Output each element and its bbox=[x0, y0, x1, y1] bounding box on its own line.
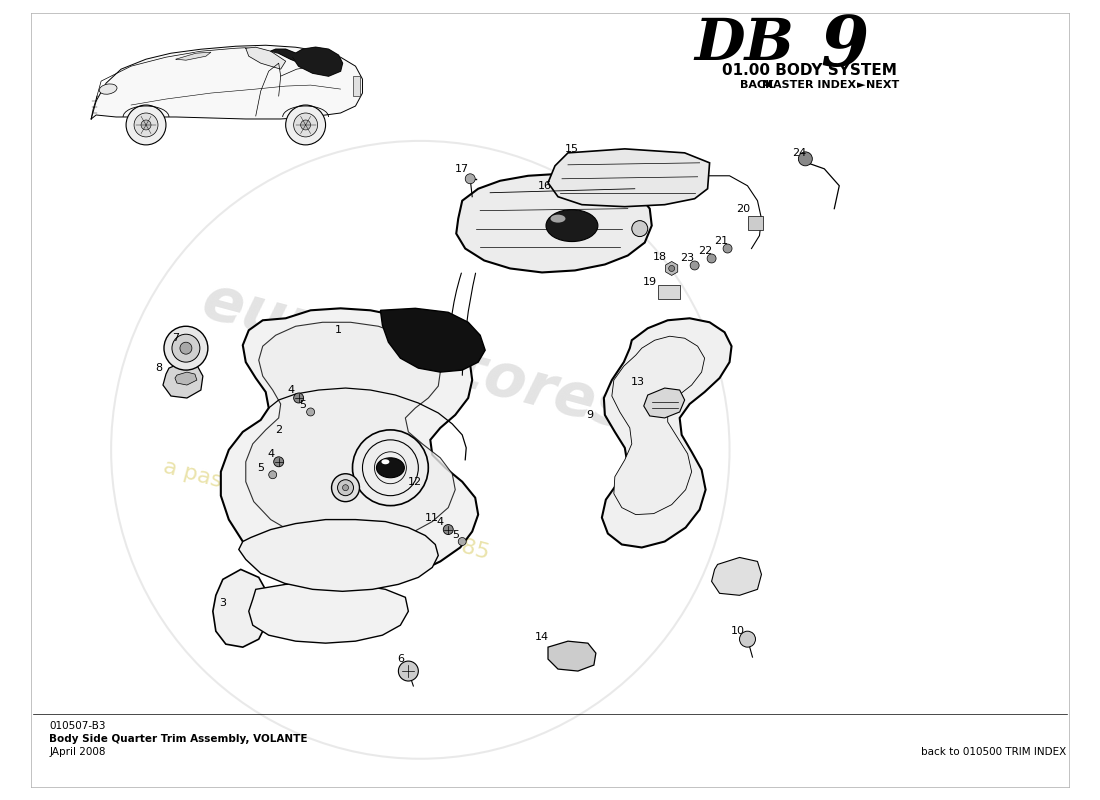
Text: 12: 12 bbox=[408, 477, 422, 486]
Bar bbox=[352, 76, 361, 96]
Circle shape bbox=[443, 525, 453, 534]
Circle shape bbox=[294, 393, 304, 403]
Text: 17: 17 bbox=[455, 164, 470, 174]
Circle shape bbox=[126, 105, 166, 145]
Circle shape bbox=[631, 221, 648, 237]
Text: back to 010500 TRIM INDEX: back to 010500 TRIM INDEX bbox=[922, 746, 1067, 757]
Polygon shape bbox=[612, 336, 705, 514]
Polygon shape bbox=[239, 519, 438, 591]
Polygon shape bbox=[456, 174, 651, 273]
Text: 1: 1 bbox=[336, 326, 342, 335]
Text: 5: 5 bbox=[299, 400, 306, 410]
Text: DB: DB bbox=[694, 16, 794, 73]
Text: 15: 15 bbox=[565, 144, 579, 154]
Text: 10: 10 bbox=[730, 626, 745, 636]
Text: 6: 6 bbox=[397, 654, 404, 664]
Circle shape bbox=[723, 244, 732, 253]
Ellipse shape bbox=[550, 214, 565, 222]
Text: BACK: BACK bbox=[739, 80, 773, 90]
Circle shape bbox=[459, 538, 466, 546]
Text: 3: 3 bbox=[219, 598, 227, 608]
Text: a passion for parts since 1985: a passion for parts since 1985 bbox=[161, 457, 492, 563]
Circle shape bbox=[274, 457, 284, 466]
Circle shape bbox=[465, 174, 475, 184]
Circle shape bbox=[707, 254, 716, 263]
Polygon shape bbox=[175, 372, 197, 385]
Circle shape bbox=[268, 470, 277, 478]
Circle shape bbox=[141, 120, 151, 130]
Circle shape bbox=[331, 474, 360, 502]
Polygon shape bbox=[271, 50, 303, 63]
Text: 9: 9 bbox=[821, 14, 868, 81]
Text: ►: ► bbox=[857, 80, 866, 90]
Polygon shape bbox=[245, 322, 455, 545]
Text: 01.00 BODY SYSTEM: 01.00 BODY SYSTEM bbox=[722, 63, 896, 78]
Circle shape bbox=[342, 485, 349, 490]
Text: Body Side Quarter Trim Assembly, VOLANTE: Body Side Quarter Trim Assembly, VOLANTE bbox=[50, 734, 308, 744]
Polygon shape bbox=[176, 52, 211, 60]
Circle shape bbox=[134, 113, 158, 137]
Text: 9: 9 bbox=[586, 410, 594, 420]
Circle shape bbox=[338, 480, 353, 496]
Polygon shape bbox=[712, 558, 761, 595]
Ellipse shape bbox=[382, 459, 389, 464]
Ellipse shape bbox=[546, 210, 598, 242]
Circle shape bbox=[398, 661, 418, 681]
Text: 4: 4 bbox=[437, 517, 443, 526]
Text: 13: 13 bbox=[630, 377, 645, 387]
Text: 14: 14 bbox=[535, 632, 549, 642]
Text: 23: 23 bbox=[681, 254, 695, 263]
Text: 7: 7 bbox=[173, 334, 179, 343]
Circle shape bbox=[669, 266, 674, 271]
Text: 21: 21 bbox=[715, 235, 728, 246]
Text: MASTER INDEX: MASTER INDEX bbox=[762, 80, 857, 90]
Circle shape bbox=[164, 326, 208, 370]
Polygon shape bbox=[548, 149, 710, 206]
Circle shape bbox=[286, 105, 326, 145]
Circle shape bbox=[180, 342, 191, 354]
Text: 8: 8 bbox=[155, 363, 163, 373]
Polygon shape bbox=[245, 47, 286, 69]
Polygon shape bbox=[381, 308, 485, 372]
Text: euromotores: euromotores bbox=[196, 271, 638, 443]
Polygon shape bbox=[91, 46, 363, 119]
Text: 22: 22 bbox=[698, 246, 713, 255]
Polygon shape bbox=[644, 388, 684, 418]
Text: 18: 18 bbox=[652, 251, 667, 262]
Circle shape bbox=[690, 261, 700, 270]
Text: 11: 11 bbox=[426, 513, 439, 522]
Circle shape bbox=[799, 152, 812, 166]
Text: JApril 2008: JApril 2008 bbox=[50, 746, 106, 757]
Polygon shape bbox=[293, 47, 342, 76]
Polygon shape bbox=[249, 583, 408, 643]
Circle shape bbox=[307, 408, 315, 416]
Text: 5: 5 bbox=[452, 530, 459, 539]
Bar bbox=[658, 286, 680, 299]
Polygon shape bbox=[213, 570, 268, 647]
Text: 24: 24 bbox=[792, 148, 806, 158]
Circle shape bbox=[739, 631, 756, 647]
Text: ◄: ◄ bbox=[763, 80, 772, 90]
Ellipse shape bbox=[376, 458, 405, 478]
Text: 19: 19 bbox=[642, 278, 657, 287]
Ellipse shape bbox=[99, 84, 117, 94]
Text: 20: 20 bbox=[736, 204, 750, 214]
Text: 2: 2 bbox=[275, 425, 283, 435]
Text: NEXT: NEXT bbox=[866, 80, 900, 90]
Circle shape bbox=[172, 334, 200, 362]
Text: 4: 4 bbox=[287, 385, 294, 395]
Polygon shape bbox=[163, 362, 202, 398]
Circle shape bbox=[300, 120, 310, 130]
Text: 4: 4 bbox=[267, 449, 274, 459]
Circle shape bbox=[294, 113, 318, 137]
Text: 010507-B3: 010507-B3 bbox=[50, 721, 106, 731]
Polygon shape bbox=[602, 318, 732, 547]
Text: 16: 16 bbox=[538, 181, 552, 190]
Text: 5: 5 bbox=[257, 462, 264, 473]
Bar bbox=[748, 216, 763, 230]
Polygon shape bbox=[548, 641, 596, 671]
Polygon shape bbox=[221, 308, 478, 584]
